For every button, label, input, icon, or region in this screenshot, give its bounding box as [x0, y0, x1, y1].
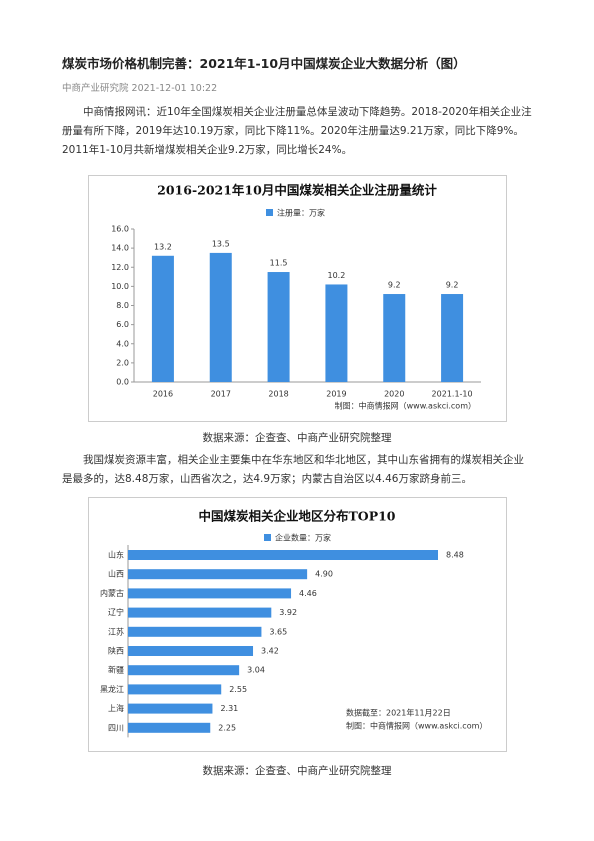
value-label: 4.46 — [299, 589, 317, 598]
bar — [128, 607, 272, 618]
value-label: 9.2 — [388, 281, 401, 290]
y-tick-label: 新疆 — [108, 665, 124, 675]
bar — [325, 284, 348, 382]
value-label: 8.48 — [446, 551, 464, 560]
value-label: 2.55 — [229, 685, 247, 694]
value-label: 2.31 — [220, 704, 238, 713]
bar — [128, 588, 292, 599]
bar — [128, 703, 213, 714]
bar — [128, 684, 222, 695]
y-tick-label: 2.0 — [116, 358, 129, 367]
bar — [128, 626, 262, 637]
bar — [128, 722, 211, 733]
y-tick-label: 四川 — [108, 723, 124, 732]
y-tick-label: 4.0 — [116, 339, 129, 348]
y-tick-label: 山西 — [108, 569, 124, 579]
y-tick-label: 10.0 — [111, 282, 129, 291]
value-label: 10.2 — [328, 271, 346, 280]
bar — [128, 569, 308, 580]
x-tick-label: 2016 — [153, 390, 173, 399]
x-tick-label: 2021.1-10 — [432, 390, 473, 399]
caption: 数据来源：企查查、中商产业研究院整理 — [202, 432, 392, 444]
y-tick-label: 16.0 — [111, 225, 129, 234]
legend-label: 注册量：万家 — [277, 208, 325, 218]
bar — [383, 294, 406, 382]
value-label: 3.65 — [269, 627, 287, 636]
bar — [267, 272, 290, 382]
y-tick-label: 江苏 — [108, 626, 124, 636]
value-label: 13.5 — [212, 239, 230, 248]
y-tick-label: 陕西 — [108, 646, 124, 656]
x-tick-label: 2020 — [384, 390, 404, 399]
caption: 数据来源：企查查、中商产业研究院整理 — [202, 765, 392, 777]
legend-swatch — [266, 209, 273, 216]
value-label: 3.42 — [261, 647, 279, 656]
value-label: 3.92 — [279, 608, 297, 617]
chart-note: 制图：中商情报网（www.askci.com） — [335, 401, 476, 411]
x-tick-label: 2017 — [211, 390, 231, 399]
x-tick-label: 2019 — [326, 390, 346, 399]
y-tick-label: 黑龙江 — [100, 684, 124, 694]
legend-label: 企业数量：万家 — [275, 533, 331, 543]
y-tick-label: 12.0 — [111, 263, 129, 272]
bar — [209, 252, 232, 382]
y-tick-label: 上海 — [108, 703, 124, 713]
value-label: 4.90 — [315, 570, 333, 579]
bar — [151, 255, 174, 382]
value-label: 3.04 — [247, 666, 265, 675]
y-tick-label: 8.0 — [116, 301, 129, 310]
chart-title: 2016-2021年10月中国煤炭相关企业注册量统计 — [157, 183, 437, 198]
bar — [128, 646, 254, 656]
article-meta: 中商产业研究院 2021-12-01 10:22 — [62, 83, 218, 94]
value-label: 13.2 — [154, 242, 172, 251]
article-title: 煤炭市场价格机制完善：2021年1-10月中国煤炭企业大数据分析（图） — [62, 56, 466, 71]
value-label: 11.5 — [270, 259, 288, 268]
paragraph: 中商情报网讯：近10年全国煤炭相关企业注册量总体呈波动下降趋势。2018-202… — [62, 106, 532, 156]
bar — [441, 294, 464, 382]
bar — [128, 550, 438, 560]
value-label: 9.2 — [446, 281, 459, 290]
value-label: 2.25 — [218, 723, 236, 732]
y-tick-label: 14.0 — [111, 244, 129, 253]
y-tick-label: 山东 — [108, 550, 124, 560]
y-tick-label: 内蒙古 — [100, 588, 124, 598]
x-tick-label: 2018 — [268, 390, 288, 399]
y-tick-label: 6.0 — [116, 320, 129, 329]
legend-swatch — [264, 534, 271, 541]
chart-note: 制图：中商情报网（www.askci.com） — [346, 721, 487, 731]
chart-note: 数据截至：2021年11月22日 — [346, 708, 451, 718]
y-tick-label: 辽宁 — [108, 607, 124, 617]
y-tick-label: 0.0 — [116, 378, 129, 387]
chart-title: 中国煤炭相关企业地区分布TOP10 — [199, 509, 396, 524]
paragraph: 我国煤炭资源丰富，相关企业主要集中在华东地区和华北地区，其中山东省拥有的煤炭相关… — [62, 454, 524, 485]
bar — [128, 665, 240, 676]
